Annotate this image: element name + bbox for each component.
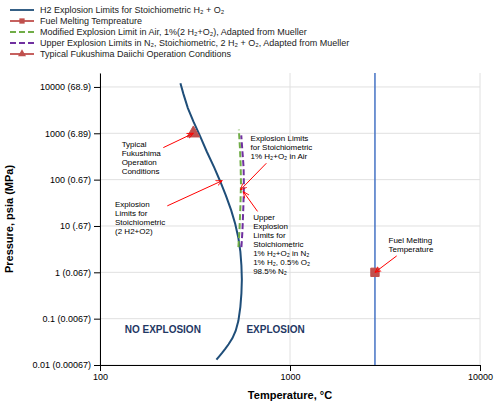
legend: H2 Explosion Limits for Stoichiometric H… [10, 5, 349, 59]
tick-label: 10000 [468, 372, 493, 382]
legend-label: Typical Fukushima Daiichi Operation Cond… [40, 49, 232, 59]
tick-label: 10 (.67) [60, 221, 91, 231]
tick-label: 1 (0.067) [55, 268, 91, 278]
grid-line [100, 179, 480, 180]
tick-mark [480, 365, 481, 371]
series-line [238, 130, 241, 247]
series-line [241, 135, 244, 247]
annotation-arrow [243, 192, 257, 212]
x-axis-title: Temperature, °C [248, 389, 332, 401]
annotation: Explosion Limitsfor Stoichiometric1% H₂+… [251, 134, 313, 161]
tick-mark [290, 365, 291, 371]
tick: 10000 (68.9) [40, 82, 100, 92]
tick: 0.1 (0.0067) [42, 314, 100, 324]
tick-mark [100, 365, 101, 371]
tick: 100 (0.67) [50, 175, 100, 185]
legend-swatch [10, 42, 34, 44]
series-line [180, 83, 241, 359]
y-axis: 0.01 (0.00067) 0.1 (0.0067) 1 (0.067) 10 (.… [32, 74, 100, 371]
data-layer [180, 73, 379, 365]
annotation-arrow [167, 181, 222, 206]
tick: 1000 (6.89) [45, 129, 100, 139]
y-axis-title: Pressure, psia (MPa) [3, 165, 15, 274]
grid-line [100, 318, 480, 319]
grid-line [480, 73, 481, 365]
plot: 100 1000 10000 0.01 (0.00067) 0.1 (0.0067) 1 … [32, 73, 493, 382]
legend-swatch [19, 18, 24, 23]
reference-line [374, 73, 376, 365]
tick-mark [94, 87, 100, 88]
tick-label: 100 (0.67) [50, 175, 91, 185]
grid [100, 73, 480, 365]
tick-mark [94, 365, 100, 366]
grid-line [100, 86, 480, 87]
grid-line [100, 272, 480, 273]
tick-label: 100 [93, 372, 108, 382]
tick-mark [94, 319, 100, 320]
legend-item: H2 Explosion Limits for Stoichiometric H… [10, 5, 225, 15]
tick-mark [94, 226, 100, 227]
tick-label: 10000 (68.9) [40, 82, 91, 92]
annotation-arrow [375, 256, 397, 272]
annotation-arrow [240, 163, 266, 190]
annotation: Fuel MeltingTemperature [389, 236, 434, 254]
tick: 1 (0.067) [55, 268, 100, 278]
legend-item: Upper Explosion Limits in N₂, Stoichiome… [10, 38, 349, 48]
grid-line [290, 73, 291, 365]
annotation: UpperExplosionLimits forStoichiometric1%… [253, 213, 310, 276]
legend-swatch [18, 49, 26, 56]
tick-label: 0.01 (0.00067) [32, 360, 91, 370]
tick-mark [94, 180, 100, 181]
legend-item: Fuel Melting Tempreature [10, 16, 142, 26]
tick: 10 (.67) [60, 221, 100, 231]
grid-line [100, 73, 101, 365]
legend-label: H2 Explosion Limits for Stoichiometric H… [40, 5, 225, 15]
tick-mark [94, 133, 100, 134]
region-label: EXPLOSION [246, 324, 304, 335]
chart: 100 1000 10000 0.01 (0.00067) 0.1 (0.0067) 1 … [0, 0, 500, 405]
legend-item: Typical Fukushima Daiichi Operation Cond… [10, 49, 232, 59]
annotation: ExplosionLimits forStoichiometric(2 H2+O… [115, 200, 165, 236]
annotations: TypicalFukushimaOperationConditions Explo… [115, 133, 434, 334]
tick: 1000 [280, 365, 300, 382]
legend-label: Modified Explosion Limit in Air, 1%(2 H₂… [40, 27, 307, 37]
tick-label: 1000 (6.89) [45, 129, 91, 139]
legend-label: Upper Explosion Limits in N₂, Stoichiome… [40, 38, 349, 48]
region-label: NO EXPLOSION [125, 324, 201, 335]
tick: 100 [93, 365, 108, 382]
tick: 10000 [468, 365, 493, 382]
annotation: TypicalFukushimaOperationConditions [122, 140, 162, 176]
legend-swatch [10, 31, 34, 33]
tick: 0.01 (0.00067) [32, 360, 100, 370]
annotation-arrow [163, 133, 193, 147]
axis-line [100, 74, 101, 366]
tick-label: 0.1 (0.0067) [42, 314, 91, 324]
legend-item: Modified Explosion Limit in Air, 1%(2 H₂… [10, 27, 307, 37]
legend-label: Fuel Melting Tempreature [40, 16, 142, 26]
x-axis: 100 1000 10000 [93, 365, 493, 382]
legend-swatch [10, 9, 34, 11]
tick-label: 1000 [280, 372, 300, 382]
tick-mark [94, 272, 100, 273]
